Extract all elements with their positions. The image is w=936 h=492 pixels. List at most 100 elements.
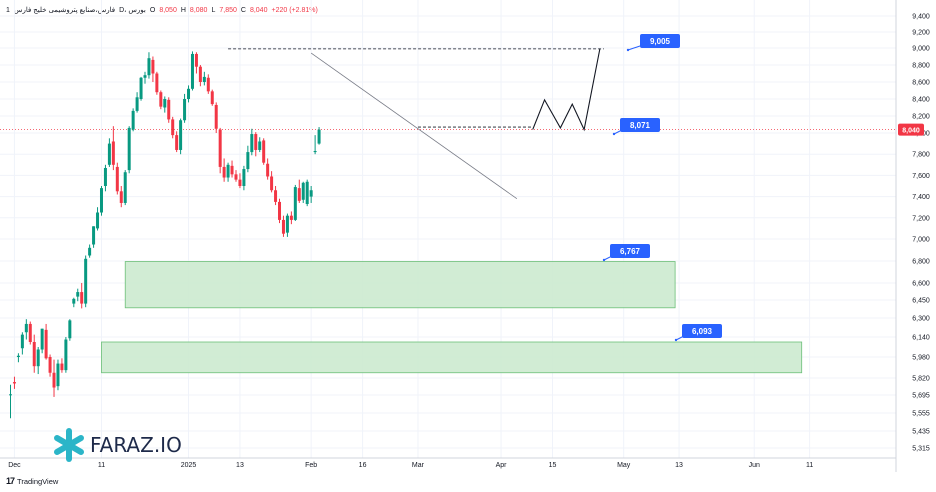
candle-body bbox=[135, 97, 139, 111]
candle-body bbox=[88, 247, 92, 256]
annotation-tag bbox=[640, 34, 680, 48]
projection-path bbox=[532, 48, 601, 132]
candle-body bbox=[68, 320, 72, 339]
y-tick-label: 7,200 bbox=[912, 215, 930, 222]
y-tick-label: 9,200 bbox=[912, 30, 930, 37]
candle-body bbox=[218, 129, 222, 167]
candle-body bbox=[190, 53, 194, 89]
change-value: +220 (+2.81%) bbox=[271, 6, 318, 14]
candle-body bbox=[234, 174, 238, 180]
y-tick-label: 6,800 bbox=[912, 259, 930, 266]
candle-body bbox=[222, 166, 226, 178]
candle-body bbox=[258, 141, 262, 150]
candle-body bbox=[9, 394, 12, 396]
candle-body bbox=[238, 179, 242, 186]
candle-body bbox=[119, 191, 123, 203]
candle-body bbox=[48, 357, 52, 373]
candle-body bbox=[274, 190, 278, 202]
candle-body bbox=[103, 167, 107, 186]
open-label: O bbox=[149, 6, 156, 14]
annotation-label: 6,767 bbox=[620, 247, 641, 256]
annotation-label: 6,093 bbox=[692, 327, 713, 336]
low-label: L bbox=[211, 6, 216, 14]
annotation-label: 8,071 bbox=[630, 121, 651, 130]
annotation-tag bbox=[610, 244, 650, 258]
candle-body bbox=[317, 129, 321, 144]
symbol-name[interactable]: فارس،صنایع پتروشیمی خلیج فارس bbox=[13, 7, 116, 14]
candle-body bbox=[179, 120, 183, 150]
y-tick-label: 8,600 bbox=[912, 80, 930, 87]
candle-body bbox=[60, 363, 64, 371]
x-tick-label: 15 bbox=[549, 462, 557, 469]
y-tick-label: 7,000 bbox=[912, 237, 930, 244]
y-tick-label: 6,300 bbox=[912, 316, 930, 323]
y-tick-label: 7,400 bbox=[912, 194, 930, 201]
y-tick-label: 5,820 bbox=[912, 376, 930, 383]
x-tick-label: Dec bbox=[8, 462, 21, 469]
annotation-tag bbox=[682, 324, 722, 338]
candle-body bbox=[301, 182, 305, 200]
candle-body bbox=[107, 143, 111, 165]
support-zone bbox=[124, 261, 676, 309]
candle-body bbox=[270, 176, 274, 191]
candle-body bbox=[171, 119, 175, 136]
high-label: H bbox=[180, 6, 186, 14]
symbol-header: 1 فارس،صنایع پتروشیمی خلیج فارس D، بورس … bbox=[6, 6, 318, 15]
y-tick-label: 9,400 bbox=[912, 14, 930, 21]
watermark-text: FARAZ.IO bbox=[90, 433, 182, 457]
candle-body bbox=[147, 58, 151, 76]
candle-body bbox=[12, 382, 16, 384]
candle-body bbox=[24, 323, 28, 333]
candle-body bbox=[210, 91, 214, 105]
candle-body bbox=[266, 163, 270, 177]
low-value: 7,850 bbox=[219, 6, 237, 14]
candle-body bbox=[305, 181, 309, 205]
y-tick-label: 7,600 bbox=[912, 173, 930, 180]
candle-body bbox=[32, 342, 36, 367]
candle-body bbox=[44, 329, 48, 359]
candle-body bbox=[40, 328, 44, 350]
candle-body bbox=[278, 201, 282, 220]
y-tick-label: 8,400 bbox=[912, 97, 930, 104]
x-tick-label: Jun bbox=[749, 462, 760, 469]
candle-body bbox=[226, 164, 230, 178]
x-tick-label: May bbox=[617, 462, 631, 469]
annotation-anchor bbox=[674, 338, 678, 342]
candle-body bbox=[28, 323, 32, 342]
candle-body bbox=[309, 190, 313, 197]
tradingview-logo-icon: 17 bbox=[6, 476, 15, 486]
candle-body bbox=[159, 92, 163, 107]
y-tick-label: 8,800 bbox=[912, 63, 930, 70]
high-value: 8,080 bbox=[189, 6, 208, 14]
candle-body bbox=[167, 99, 171, 120]
candle-body bbox=[194, 53, 198, 67]
x-tick-label: 11 bbox=[806, 462, 813, 469]
candle-body bbox=[313, 151, 317, 153]
candle-body bbox=[139, 77, 143, 99]
annotation-anchor bbox=[626, 48, 630, 52]
candle-body bbox=[242, 169, 246, 186]
y-tick-label: 6,140 bbox=[912, 335, 930, 342]
candle-body bbox=[80, 292, 84, 304]
annotation-anchor bbox=[602, 258, 606, 262]
annotation-tag bbox=[620, 118, 660, 132]
candle-body bbox=[187, 88, 191, 99]
tradingview-footer[interactable]: 17 TradingView bbox=[6, 476, 58, 486]
close-value: 8,040 bbox=[249, 6, 268, 14]
candle-body bbox=[183, 99, 187, 121]
candle-body bbox=[123, 172, 127, 203]
y-tick-label: 9,000 bbox=[912, 46, 930, 53]
y-tick-label: 6,450 bbox=[912, 298, 930, 305]
x-tick-label: Apr bbox=[496, 462, 508, 469]
candle-body bbox=[76, 292, 80, 297]
candle-body bbox=[198, 66, 202, 82]
candle-body bbox=[155, 73, 159, 93]
candle-body bbox=[143, 75, 147, 78]
candle-body bbox=[175, 135, 179, 150]
candle-body bbox=[56, 363, 60, 387]
candle-body bbox=[163, 99, 167, 108]
candle-body bbox=[151, 59, 155, 74]
symbol-suffix: D، بورس bbox=[119, 7, 146, 14]
last-price-badge bbox=[898, 123, 924, 136]
